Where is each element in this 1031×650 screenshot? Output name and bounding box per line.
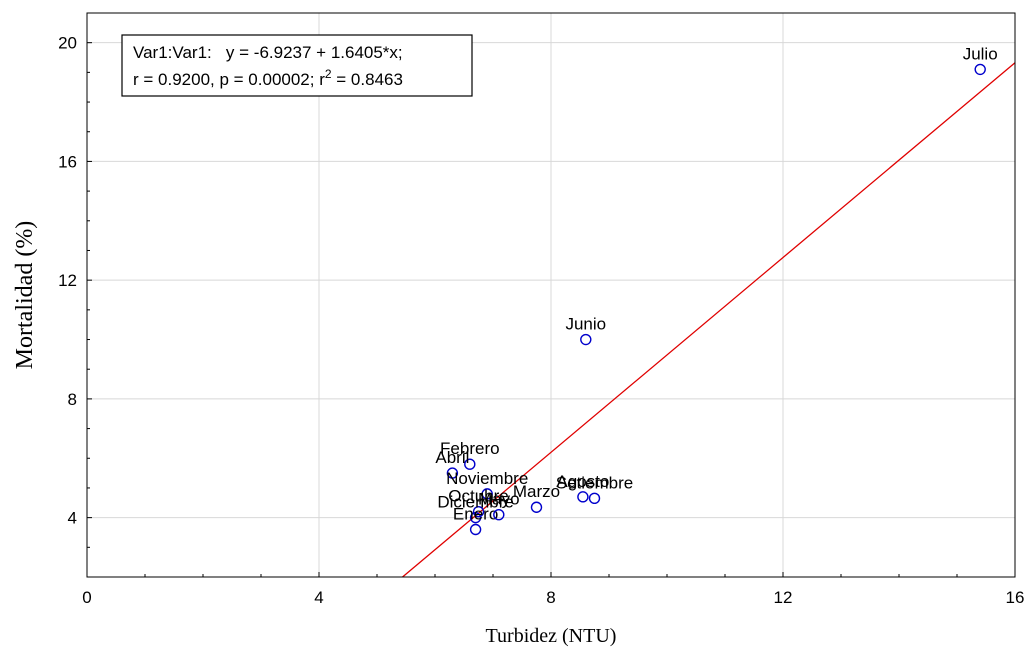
y-tick-label: 16: [58, 152, 77, 171]
y-tick-label: 8: [68, 390, 77, 409]
point-label: Octubre: [448, 487, 508, 506]
point-label: Setiembre: [556, 473, 633, 492]
point-label: Julio: [963, 44, 998, 63]
point-label: Junio: [565, 315, 606, 334]
point-label: Noviembre: [446, 469, 528, 488]
point-label: Mayo: [478, 490, 520, 509]
x-axis-title: Turbidez (NTU): [486, 625, 617, 647]
point-label: Diciembre: [437, 493, 514, 512]
x-tick-label: 0: [82, 588, 91, 607]
x-tick-label: 12: [774, 588, 793, 607]
y-tick-label: 4: [68, 509, 77, 528]
axis-ticks: 0 4 8 12 16 4 8 12 16 20: [58, 12, 1025, 607]
stats-line-equation: Var1:Var1: y = -6.9237 + 1.6405*x;: [133, 43, 403, 62]
y-axis-title: Mortalidad (%): [12, 221, 38, 370]
grid-lines: [87, 13, 1015, 577]
data-point: [974, 63, 986, 76]
x-tick-label: 4: [314, 588, 323, 607]
data-point: [446, 467, 459, 479]
x-tick-label: 8: [546, 588, 555, 607]
point-label: Abril: [435, 448, 469, 467]
y-tick-label: 12: [58, 271, 77, 290]
data-point: [588, 492, 601, 505]
point-label: Marzo: [513, 482, 560, 501]
stats-r2-value: = 0.8463: [332, 70, 403, 89]
data-point: [472, 505, 485, 518]
regression-line: [402, 62, 1016, 578]
y-tick-label: 20: [58, 34, 77, 53]
stats-line-correlation: r = 0.9200, p = 0.00002; r2 = 0.8463: [133, 67, 403, 89]
data-point: [580, 333, 592, 346]
point-label: Febrero: [440, 439, 500, 458]
point-label: Enero: [453, 505, 498, 524]
x-tick-label: 16: [1006, 588, 1025, 607]
stats-box-frame: [121, 34, 473, 97]
data-point: [464, 458, 476, 470]
data-point: [577, 491, 589, 503]
data-point: [469, 523, 482, 536]
point-label: Agosto: [556, 472, 609, 491]
regression-layer: [402, 62, 1016, 578]
stats-r2-superscript: 2: [325, 67, 332, 81]
data-point: [469, 511, 482, 524]
data-point: [530, 501, 543, 513]
regression-stats-box: Var1:Var1: y = -6.9237 + 1.6405*x; r = 0…: [121, 34, 473, 97]
stats-r-text: r = 0.9200, p = 0.00002; r: [133, 70, 325, 89]
data-point: [493, 508, 505, 521]
data-point: [481, 488, 493, 500]
